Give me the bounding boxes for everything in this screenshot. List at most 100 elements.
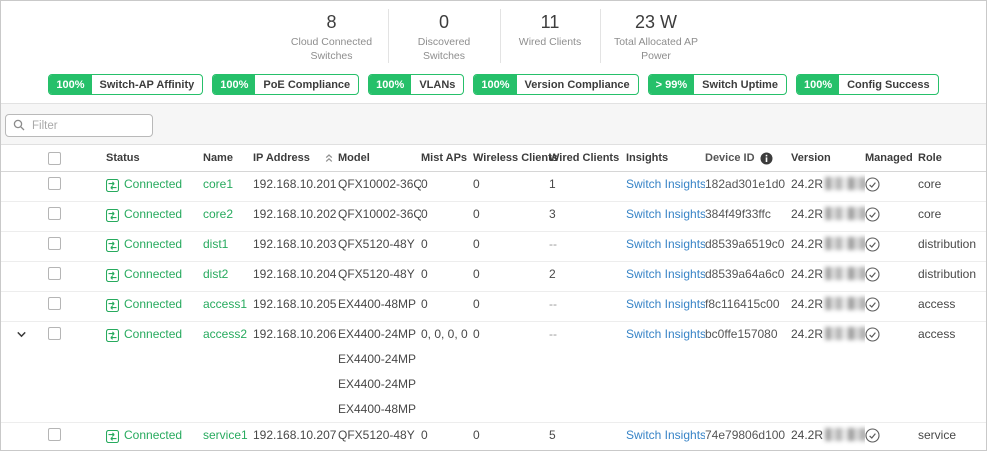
switch-name-link[interactable]: dist2 (203, 267, 229, 281)
switch-name-link[interactable]: access1 (203, 297, 248, 311)
managed-cell (865, 262, 918, 291)
column-header-label: IP Address (253, 152, 310, 164)
filter-input[interactable] (5, 114, 153, 137)
badge-label: Switch Uptime (702, 78, 778, 91)
version-cell: 24.2R (791, 232, 865, 257)
role-cell: core (918, 177, 942, 191)
switch-insights-link[interactable]: Switch Insights (626, 267, 705, 281)
role-cell: service (918, 428, 957, 442)
row-checkbox[interactable] (48, 237, 61, 251)
redacted-version-blur (825, 327, 865, 340)
badge-config-success[interactable]: 100% Config Success (795, 74, 939, 96)
column-header-ip-address[interactable]: IP Address (253, 152, 338, 164)
model-cell: QFX5120-48Y (338, 262, 421, 287)
model-value: QFX5120-48Y (338, 237, 415, 251)
version-cell: 24.2R (791, 322, 865, 347)
switch-insights-link[interactable]: Switch Insights (626, 297, 705, 311)
badge-switch-uptime[interactable]: > 99% Switch Uptime (647, 74, 787, 96)
device-id-cell: d8539a6519c0 (705, 237, 785, 251)
checkbox-cell (41, 202, 99, 227)
badge-percent: 100% (369, 75, 412, 95)
switch-insights-link[interactable]: Switch Insights (626, 207, 705, 221)
stat-value: 23 W (634, 12, 677, 32)
switch-insights-link[interactable]: Switch Insights (626, 428, 705, 442)
column-header-managed[interactable]: Managed (865, 152, 913, 164)
row-checkbox[interactable] (48, 297, 61, 311)
badge-version-compliance[interactable]: 100% Version Compliance (473, 74, 639, 96)
mist-aps-cell: 0 (421, 237, 428, 251)
select-all-checkbox[interactable] (48, 151, 61, 165)
chevron-down-icon[interactable] (16, 329, 27, 340)
row-checkbox[interactable] (48, 327, 61, 341)
mist-aps-cell: 0 (421, 207, 428, 221)
column-header-device-id[interactable]: Device ID (705, 152, 791, 165)
info-icon[interactable] (760, 152, 773, 165)
switch-name-link[interactable]: dist1 (203, 237, 229, 251)
managed-cell (865, 202, 918, 231)
version-cell: 24.2R (791, 172, 865, 197)
checkbox-cell (41, 292, 99, 317)
column-header-version[interactable]: Version (791, 152, 831, 164)
switch-name-link[interactable]: service1 (203, 428, 248, 442)
managed-check-icon (865, 177, 880, 192)
stat-discovered-switches: 0 Discovered Switches (387, 9, 500, 64)
row-checkbox[interactable] (48, 207, 61, 221)
switch-name-link[interactable]: core2 (203, 207, 234, 221)
badge-poe-compliance[interactable]: 100% PoE Compliance (212, 74, 360, 96)
device-id-cell: 384f49f33ffc (705, 207, 771, 221)
column-header-wired-clients[interactable]: Wired Clients (549, 152, 620, 164)
mist-aps-cell: 0, 0, 0, 0 (421, 327, 468, 341)
stat-wired-clients: 11 Wired Clients (499, 9, 600, 64)
expand-cell (1, 172, 41, 197)
switch-insights-link[interactable]: Switch Insights (626, 237, 705, 251)
switch-name-link[interactable]: core1 (203, 177, 234, 191)
version-text: 24.2R (791, 177, 824, 191)
badge-percent: 100% (213, 75, 256, 95)
model-value: EX4400-24MP (338, 327, 417, 341)
column-header-status[interactable]: Status (106, 152, 140, 164)
row-checkbox[interactable] (48, 267, 61, 281)
redacted-version-blur (825, 297, 865, 310)
table-row: Connected dist1 192.168.10.203 QFX5120-4… (1, 232, 986, 262)
status-cell: Connected (99, 262, 203, 291)
column-header-mist-aps[interactable]: Mist APs (421, 152, 468, 164)
badge-switch-ap-affinity[interactable]: 100% Switch-AP Affinity (48, 74, 204, 96)
managed-cell (865, 322, 918, 351)
device-id-cell: f8c116415c00 (705, 297, 780, 311)
checkbox-cell (41, 262, 99, 287)
managed-cell (865, 423, 918, 450)
status-cell: Connected (99, 322, 203, 351)
column-header-insights[interactable]: Insights (626, 152, 669, 164)
column-header-model[interactable]: Model (338, 152, 370, 164)
insights-cell: Switch Insights (626, 262, 705, 287)
model-value: QFX10002-36Q (338, 207, 421, 221)
switch-name-link[interactable]: access2 (203, 327, 248, 341)
search-icon (13, 119, 25, 131)
row-checkbox[interactable] (48, 428, 61, 442)
model-value: EX4400-48MP (338, 402, 417, 416)
ip-address-cell: 192.168.10.205 (253, 297, 337, 311)
wired-clients-cell: -- (549, 297, 557, 311)
switch-insights-link[interactable]: Switch Insights (626, 327, 705, 341)
version-text: 24.2R (791, 207, 824, 221)
status-text: Connected (124, 267, 183, 281)
switch-icon (106, 328, 119, 342)
version-cell: 24.2R (791, 262, 865, 287)
name-cell: dist1 (203, 232, 253, 257)
badge-label: Version Compliance (524, 78, 630, 91)
switch-insights-link[interactable]: Switch Insights (626, 177, 705, 191)
row-checkbox[interactable] (48, 177, 61, 191)
insights-cell: Switch Insights (626, 172, 705, 197)
column-header-name[interactable]: Name (203, 152, 233, 164)
status-text: Connected (124, 327, 183, 341)
expand-cell (1, 292, 41, 317)
column-header-role[interactable]: Role (918, 152, 942, 164)
status-cell: Connected (99, 202, 203, 231)
badge-vlans[interactable]: 100% VLANs (368, 74, 465, 96)
column-header-wireless-clients[interactable]: Wireless Clients (473, 152, 558, 164)
version-text: 24.2R (791, 428, 824, 442)
select-all-checkbox-cell (41, 151, 99, 165)
switches-table: Status Name IP Address Model Mist APs Wi… (1, 145, 986, 450)
version-cell: 24.2R (791, 292, 865, 317)
